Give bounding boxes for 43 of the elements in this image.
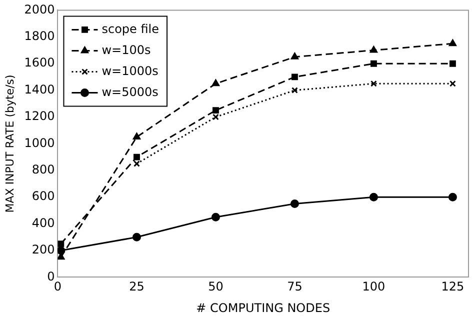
y-tick-label: 200 <box>32 242 55 257</box>
legend-label: scope file <box>102 22 160 36</box>
point <box>370 80 377 87</box>
y-tick-label: 2000 <box>24 2 55 16</box>
y-tick-label: 800 <box>32 162 55 177</box>
legend-label: w=100s <box>102 42 151 57</box>
y-tick-label: 1200 <box>24 109 55 124</box>
point <box>58 240 64 248</box>
point <box>290 200 299 208</box>
point <box>132 232 141 242</box>
point <box>134 154 140 160</box>
y-tick-label: 600 <box>32 189 55 204</box>
point <box>212 79 220 86</box>
point <box>448 39 456 46</box>
point <box>370 46 378 53</box>
point <box>448 192 457 202</box>
point <box>370 60 377 67</box>
x-axis-title: # COMPUTING NODES <box>196 300 330 315</box>
point <box>134 160 140 167</box>
y-tick-label: 1400 <box>24 82 55 96</box>
y-tick-label: 1000 <box>24 136 55 150</box>
y-tick-label: 0 <box>47 269 55 284</box>
y-tick-label: 1600 <box>24 56 55 70</box>
y-tick-label: 400 <box>32 216 55 230</box>
x-tick-label: 100 <box>362 280 386 294</box>
point <box>132 132 141 140</box>
point <box>290 52 298 60</box>
point <box>449 80 456 87</box>
x-tick-label: 25 <box>129 280 144 294</box>
legend-label: w=5000s <box>102 84 158 99</box>
x-tick-label: 50 <box>208 280 224 294</box>
point <box>291 87 298 94</box>
point <box>212 107 219 114</box>
y-tick-label: 1800 <box>24 29 55 44</box>
point <box>291 74 298 80</box>
point <box>369 192 378 202</box>
y-axis-title: MAX INPUT RATE (byte/s) <box>3 74 16 213</box>
x-tick-label: 75 <box>287 280 302 294</box>
point <box>449 60 456 67</box>
point <box>211 212 220 222</box>
point <box>212 114 219 120</box>
legend-label: w=1000s <box>102 64 158 78</box>
x-tick-label: 125 <box>441 280 464 294</box>
